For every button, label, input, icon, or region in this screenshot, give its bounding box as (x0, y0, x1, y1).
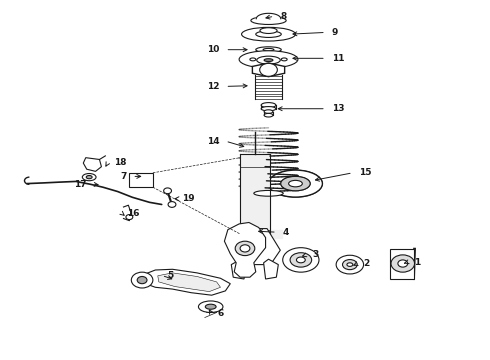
Ellipse shape (256, 47, 281, 53)
Text: 19: 19 (182, 194, 195, 203)
Text: 9: 9 (332, 28, 338, 37)
Circle shape (235, 241, 255, 256)
Text: 5: 5 (168, 271, 174, 280)
Text: 8: 8 (280, 12, 287, 21)
Ellipse shape (281, 176, 310, 191)
Ellipse shape (242, 27, 295, 41)
Ellipse shape (343, 260, 357, 270)
Ellipse shape (239, 51, 298, 68)
Text: 7: 7 (120, 172, 126, 181)
Polygon shape (252, 63, 285, 77)
Ellipse shape (269, 170, 322, 197)
Polygon shape (229, 229, 280, 265)
Bar (390, 249, 414, 279)
Ellipse shape (336, 255, 364, 274)
Ellipse shape (82, 174, 96, 181)
Circle shape (260, 63, 277, 76)
Polygon shape (256, 13, 281, 19)
Polygon shape (141, 269, 230, 295)
Ellipse shape (283, 248, 319, 272)
Text: 16: 16 (127, 209, 140, 217)
Text: 12: 12 (207, 82, 220, 91)
Circle shape (240, 245, 250, 252)
Ellipse shape (260, 28, 277, 33)
Polygon shape (231, 259, 246, 279)
Text: 14: 14 (207, 137, 220, 146)
Circle shape (131, 272, 153, 288)
Polygon shape (264, 259, 278, 279)
Ellipse shape (269, 170, 322, 197)
Ellipse shape (281, 58, 287, 61)
Polygon shape (224, 222, 266, 277)
Ellipse shape (289, 180, 302, 187)
Ellipse shape (254, 190, 283, 196)
Ellipse shape (251, 17, 286, 24)
Ellipse shape (261, 103, 276, 108)
Text: 3: 3 (312, 251, 318, 259)
Text: 10: 10 (207, 45, 220, 54)
Ellipse shape (281, 176, 310, 191)
Ellipse shape (261, 107, 276, 111)
Text: 2: 2 (364, 259, 370, 268)
Ellipse shape (290, 253, 312, 267)
Ellipse shape (264, 113, 273, 117)
Ellipse shape (264, 59, 273, 62)
Text: 13: 13 (332, 104, 344, 113)
Circle shape (398, 260, 408, 267)
Ellipse shape (296, 257, 305, 263)
Bar (129, 173, 153, 187)
Polygon shape (158, 273, 220, 292)
Text: 4: 4 (283, 228, 289, 237)
Ellipse shape (256, 31, 281, 37)
Circle shape (168, 202, 176, 207)
Polygon shape (83, 158, 101, 171)
Text: 15: 15 (359, 168, 371, 177)
Ellipse shape (205, 304, 216, 309)
Text: 17: 17 (74, 180, 86, 189)
Text: 18: 18 (114, 158, 126, 167)
Circle shape (137, 276, 147, 284)
Circle shape (164, 188, 171, 194)
Ellipse shape (198, 301, 223, 312)
Circle shape (126, 215, 133, 220)
Ellipse shape (86, 176, 92, 179)
Text: 11: 11 (332, 54, 344, 63)
Text: 6: 6 (218, 310, 224, 319)
Ellipse shape (347, 263, 353, 266)
Ellipse shape (263, 49, 274, 51)
Ellipse shape (250, 58, 256, 61)
Text: 1: 1 (414, 258, 420, 266)
Ellipse shape (264, 110, 273, 113)
Ellipse shape (257, 56, 280, 64)
Circle shape (391, 255, 415, 272)
